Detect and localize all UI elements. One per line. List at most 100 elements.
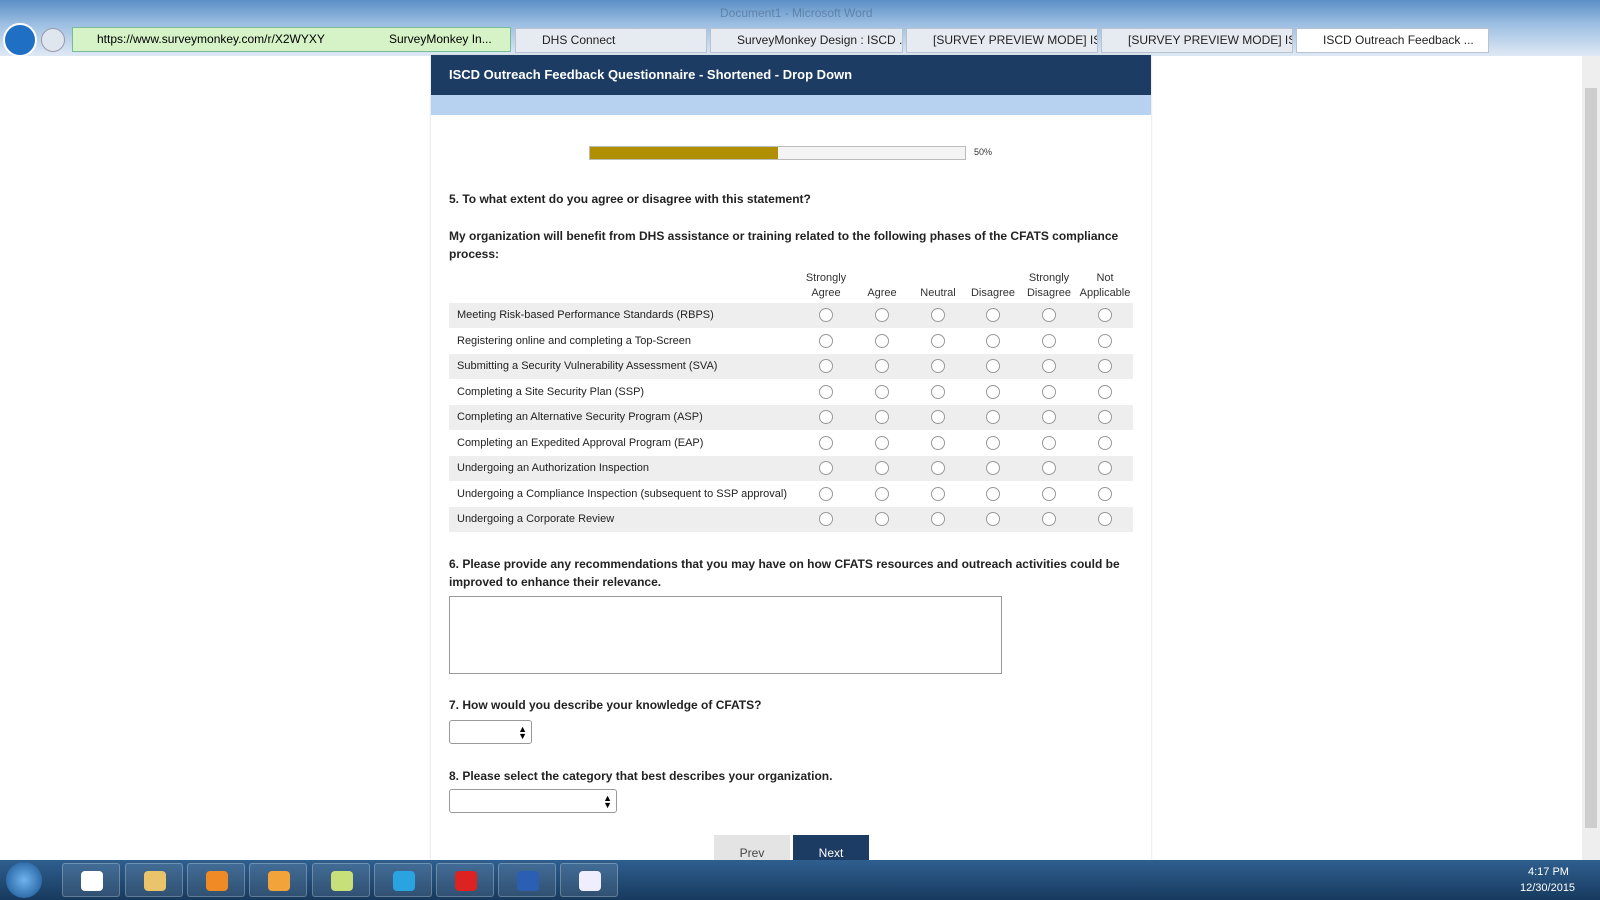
radio-button[interactable] (1042, 461, 1056, 475)
prev-button[interactable]: Prev (714, 835, 790, 861)
radio-button[interactable] (1098, 410, 1112, 424)
radio-button[interactable] (1042, 384, 1056, 399)
taskbar-app[interactable] (498, 863, 556, 897)
radio-button[interactable] (875, 512, 889, 526)
radio-button[interactable] (819, 308, 833, 322)
radio-button[interactable] (819, 486, 833, 501)
radio-button[interactable] (931, 486, 945, 501)
taskbar (0, 860, 1600, 900)
radio-button[interactable] (1042, 308, 1056, 322)
window-title: Document1 - Microsoft Word (720, 6, 873, 20)
clock-date: 12/30/2015 (1520, 882, 1576, 894)
statement: My organization will benefit from DHS as… (449, 229, 1119, 261)
radio-button[interactable] (1098, 486, 1112, 501)
scrollbar[interactable] (1582, 56, 1600, 860)
url: https://www.surveymonkey.com/r/X2WYXY (97, 32, 325, 46)
radio-button[interactable] (1098, 384, 1112, 399)
column-header: Neutral (908, 286, 968, 301)
radio-button[interactable] (931, 410, 945, 424)
next-button[interactable]: Next (793, 835, 869, 861)
address-bar[interactable]: https://www.surveymonkey.com/r/X2WYXY Su… (72, 27, 511, 52)
row-label: Undergoing an Authorization Inspection (457, 462, 650, 474)
column-header-line: Strongly (805, 272, 847, 284)
radio-button[interactable] (986, 486, 1000, 501)
radio-button[interactable] (931, 435, 945, 450)
browser-tab[interactable]: ISCD Outreach Feedback ... (1296, 28, 1489, 53)
radio-button[interactable] (986, 512, 1000, 526)
radio-button[interactable] (986, 410, 1000, 424)
radio-button[interactable] (986, 435, 1000, 450)
radio-button[interactable] (986, 308, 1000, 322)
radio-button[interactable] (1042, 410, 1056, 424)
browser-tab[interactable]: [SURVEY PREVIEW MODE] ISC... (906, 28, 1098, 53)
radio-button[interactable] (875, 359, 889, 373)
radio-button[interactable] (986, 461, 1000, 475)
radio-button[interactable] (875, 308, 889, 322)
radio-button[interactable] (875, 435, 889, 450)
radio-button[interactable] (1098, 333, 1112, 348)
taskbar-app[interactable] (249, 863, 307, 897)
progress-label: 50% (974, 147, 993, 157)
radio-button[interactable] (819, 410, 833, 424)
radio-button[interactable] (819, 461, 833, 475)
column-header-line: Strongly (1028, 272, 1070, 284)
radio-button[interactable] (931, 461, 945, 475)
radio-button[interactable] (819, 512, 833, 526)
radio-button[interactable] (931, 359, 945, 373)
radio-button[interactable] (931, 308, 945, 322)
taskbar-app[interactable] (374, 863, 432, 897)
radio-button[interactable] (1098, 512, 1112, 526)
radio-button[interactable] (875, 486, 889, 501)
radio-button[interactable] (819, 359, 833, 373)
radio-button[interactable] (1098, 308, 1112, 322)
survey-header: ISCD Outreach Feedback Questionnaire - S… (431, 55, 1151, 95)
radio-button[interactable] (1042, 333, 1056, 348)
browser-tab[interactable]: SurveyMonkey Design : ISCD ... (710, 28, 903, 53)
radio-button[interactable] (1098, 435, 1112, 450)
radio-button[interactable] (931, 512, 945, 526)
browser-tab[interactable]: [SURVEY PREVIEW MODE] ISC... (1101, 28, 1293, 53)
column-header: Not Applicable (1075, 271, 1135, 301)
browser-tab[interactable]: DHS Connect (515, 28, 707, 53)
radio-button[interactable] (1042, 486, 1056, 501)
radio-button[interactable] (819, 435, 833, 450)
column-header-line: Disagree (1026, 287, 1072, 299)
radio-button[interactable] (986, 359, 1000, 373)
radio-button[interactable] (931, 333, 945, 348)
taskbar-app[interactable] (436, 863, 494, 897)
row-label: Registering online and completing a Top-… (457, 334, 691, 347)
dropdown[interactable]: ▲ ▼ (449, 789, 617, 813)
radio-button[interactable] (1098, 359, 1112, 373)
radio-button[interactable] (1098, 461, 1112, 475)
taskbar-app[interactable] (187, 863, 245, 897)
row-label: Completing an Expedited Approval Program… (457, 436, 704, 449)
radio-button[interactable] (819, 333, 833, 348)
matrix-row: Completing a Site Security Plan (SSP) (449, 379, 1133, 405)
radio-button[interactable] (819, 384, 833, 399)
radio-button[interactable] (986, 384, 1000, 399)
text-area[interactable] (449, 596, 1002, 674)
radio-button[interactable] (1042, 435, 1056, 450)
radio-button[interactable] (875, 461, 889, 475)
radio-button[interactable] (931, 384, 945, 399)
question: 6. Please provide any recommendations th… (449, 557, 1120, 589)
question: 8. Please select the category that best … (449, 769, 833, 783)
taskbar-app[interactable] (62, 863, 120, 897)
dropdown[interactable]: ▲ ▼ (449, 720, 532, 744)
radio-button[interactable] (875, 384, 889, 399)
row-label: Undergoing a Corporate Review (457, 513, 615, 525)
start-button[interactable] (6, 862, 42, 898)
radio-button[interactable] (875, 333, 889, 348)
radio-button[interactable] (1042, 512, 1056, 526)
radio-button[interactable] (986, 333, 1000, 348)
taskbar-app[interactable] (560, 863, 618, 897)
row-label: Meeting Risk-based Performance Standards… (457, 309, 714, 321)
forward-button[interactable] (41, 28, 65, 52)
radio-button[interactable] (875, 410, 889, 424)
column-header: Agree (852, 286, 912, 301)
back-button[interactable] (3, 23, 37, 57)
taskbar-app[interactable] (125, 863, 183, 897)
radio-button[interactable] (1042, 359, 1056, 373)
taskbar-app[interactable] (312, 863, 370, 897)
